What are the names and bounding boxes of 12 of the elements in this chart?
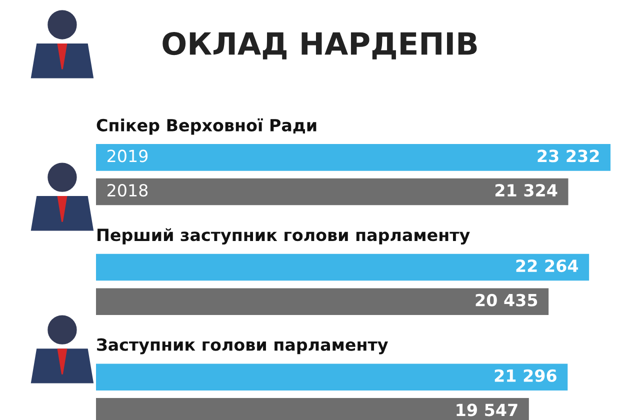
data-label: 21 296 <box>494 369 556 382</box>
data-label: 21 324 <box>496 184 558 197</box>
y-tick-label: Заступник голови парламенту <box>97 338 388 354</box>
series-label: 2018 <box>108 184 148 197</box>
data-label: 19 547 <box>456 404 518 416</box>
series-label: 2019 <box>108 150 148 162</box>
chart-title: ОКЛАД НАРДЕПІВ <box>162 32 477 60</box>
y-tick-label: Перший заступник голови парламенту <box>98 228 470 245</box>
data-label: 22 264 <box>516 259 578 272</box>
data-label: 23 232 <box>538 150 599 162</box>
y-tick-label: Спікер Верховної Ради <box>96 118 316 135</box>
data-label: 20 435 <box>476 294 538 306</box>
